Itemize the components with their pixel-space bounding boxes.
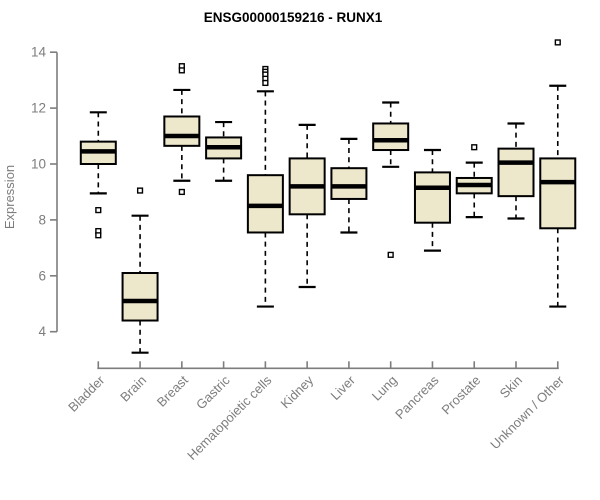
y-axis-label: Expression (2, 165, 17, 229)
x-tick-label: Prostate (439, 373, 484, 418)
box-breast (163, 63, 201, 196)
iqr-box (121, 272, 159, 322)
x-tick-label: Bladder (65, 372, 108, 415)
box-skin (497, 122, 535, 220)
outlier-point (471, 144, 478, 151)
y-tick-label: 10 (31, 157, 46, 172)
box-kidney (288, 123, 326, 289)
x-tick-label: Skin (497, 373, 525, 401)
x-tick-label: Gastric (193, 372, 233, 412)
iqr-box (330, 167, 368, 200)
y-tick-label: 8 (38, 212, 46, 227)
outlier-point (387, 251, 394, 258)
x-tick-label: Lung (369, 373, 400, 404)
x-tick-label: Kidney (278, 372, 317, 411)
outlier-point (554, 39, 561, 46)
y-tick-label: 14 (31, 45, 47, 60)
iqr-box (163, 115, 201, 147)
x-tick-label: Liver (328, 372, 359, 403)
chart-title: ENSG00000159216 - RUNX1 (204, 10, 383, 25)
outlier-point (95, 207, 102, 214)
box-pancreas (413, 148, 451, 252)
outlier-point (136, 187, 144, 194)
x-tick-label: Unknown / Other (487, 372, 567, 452)
box-bladder (79, 111, 117, 239)
box-gastric (205, 120, 243, 182)
iqr-box (372, 122, 410, 152)
x-tick-label: Pancreas (392, 372, 442, 422)
x-tick-label: Brain (117, 373, 149, 405)
x-tick-label: Breast (154, 372, 191, 409)
outlier-point (95, 232, 102, 239)
y-tick-label: 4 (38, 324, 46, 339)
box-brain (121, 187, 159, 354)
box-unknown-other (539, 39, 577, 308)
iqr-box (497, 147, 535, 198)
iqr-box (539, 157, 577, 230)
outlier-point (178, 188, 185, 196)
outlier-point (178, 67, 185, 74)
box-lung (372, 101, 410, 258)
outlier-point (262, 79, 269, 87)
box-hematopoietic-cells (246, 65, 284, 308)
box-liver (330, 137, 368, 234)
y-tick-label: 6 (38, 268, 46, 283)
box-prostate (455, 144, 493, 219)
iqr-box (413, 171, 451, 224)
y-tick-label: 12 (31, 101, 46, 116)
